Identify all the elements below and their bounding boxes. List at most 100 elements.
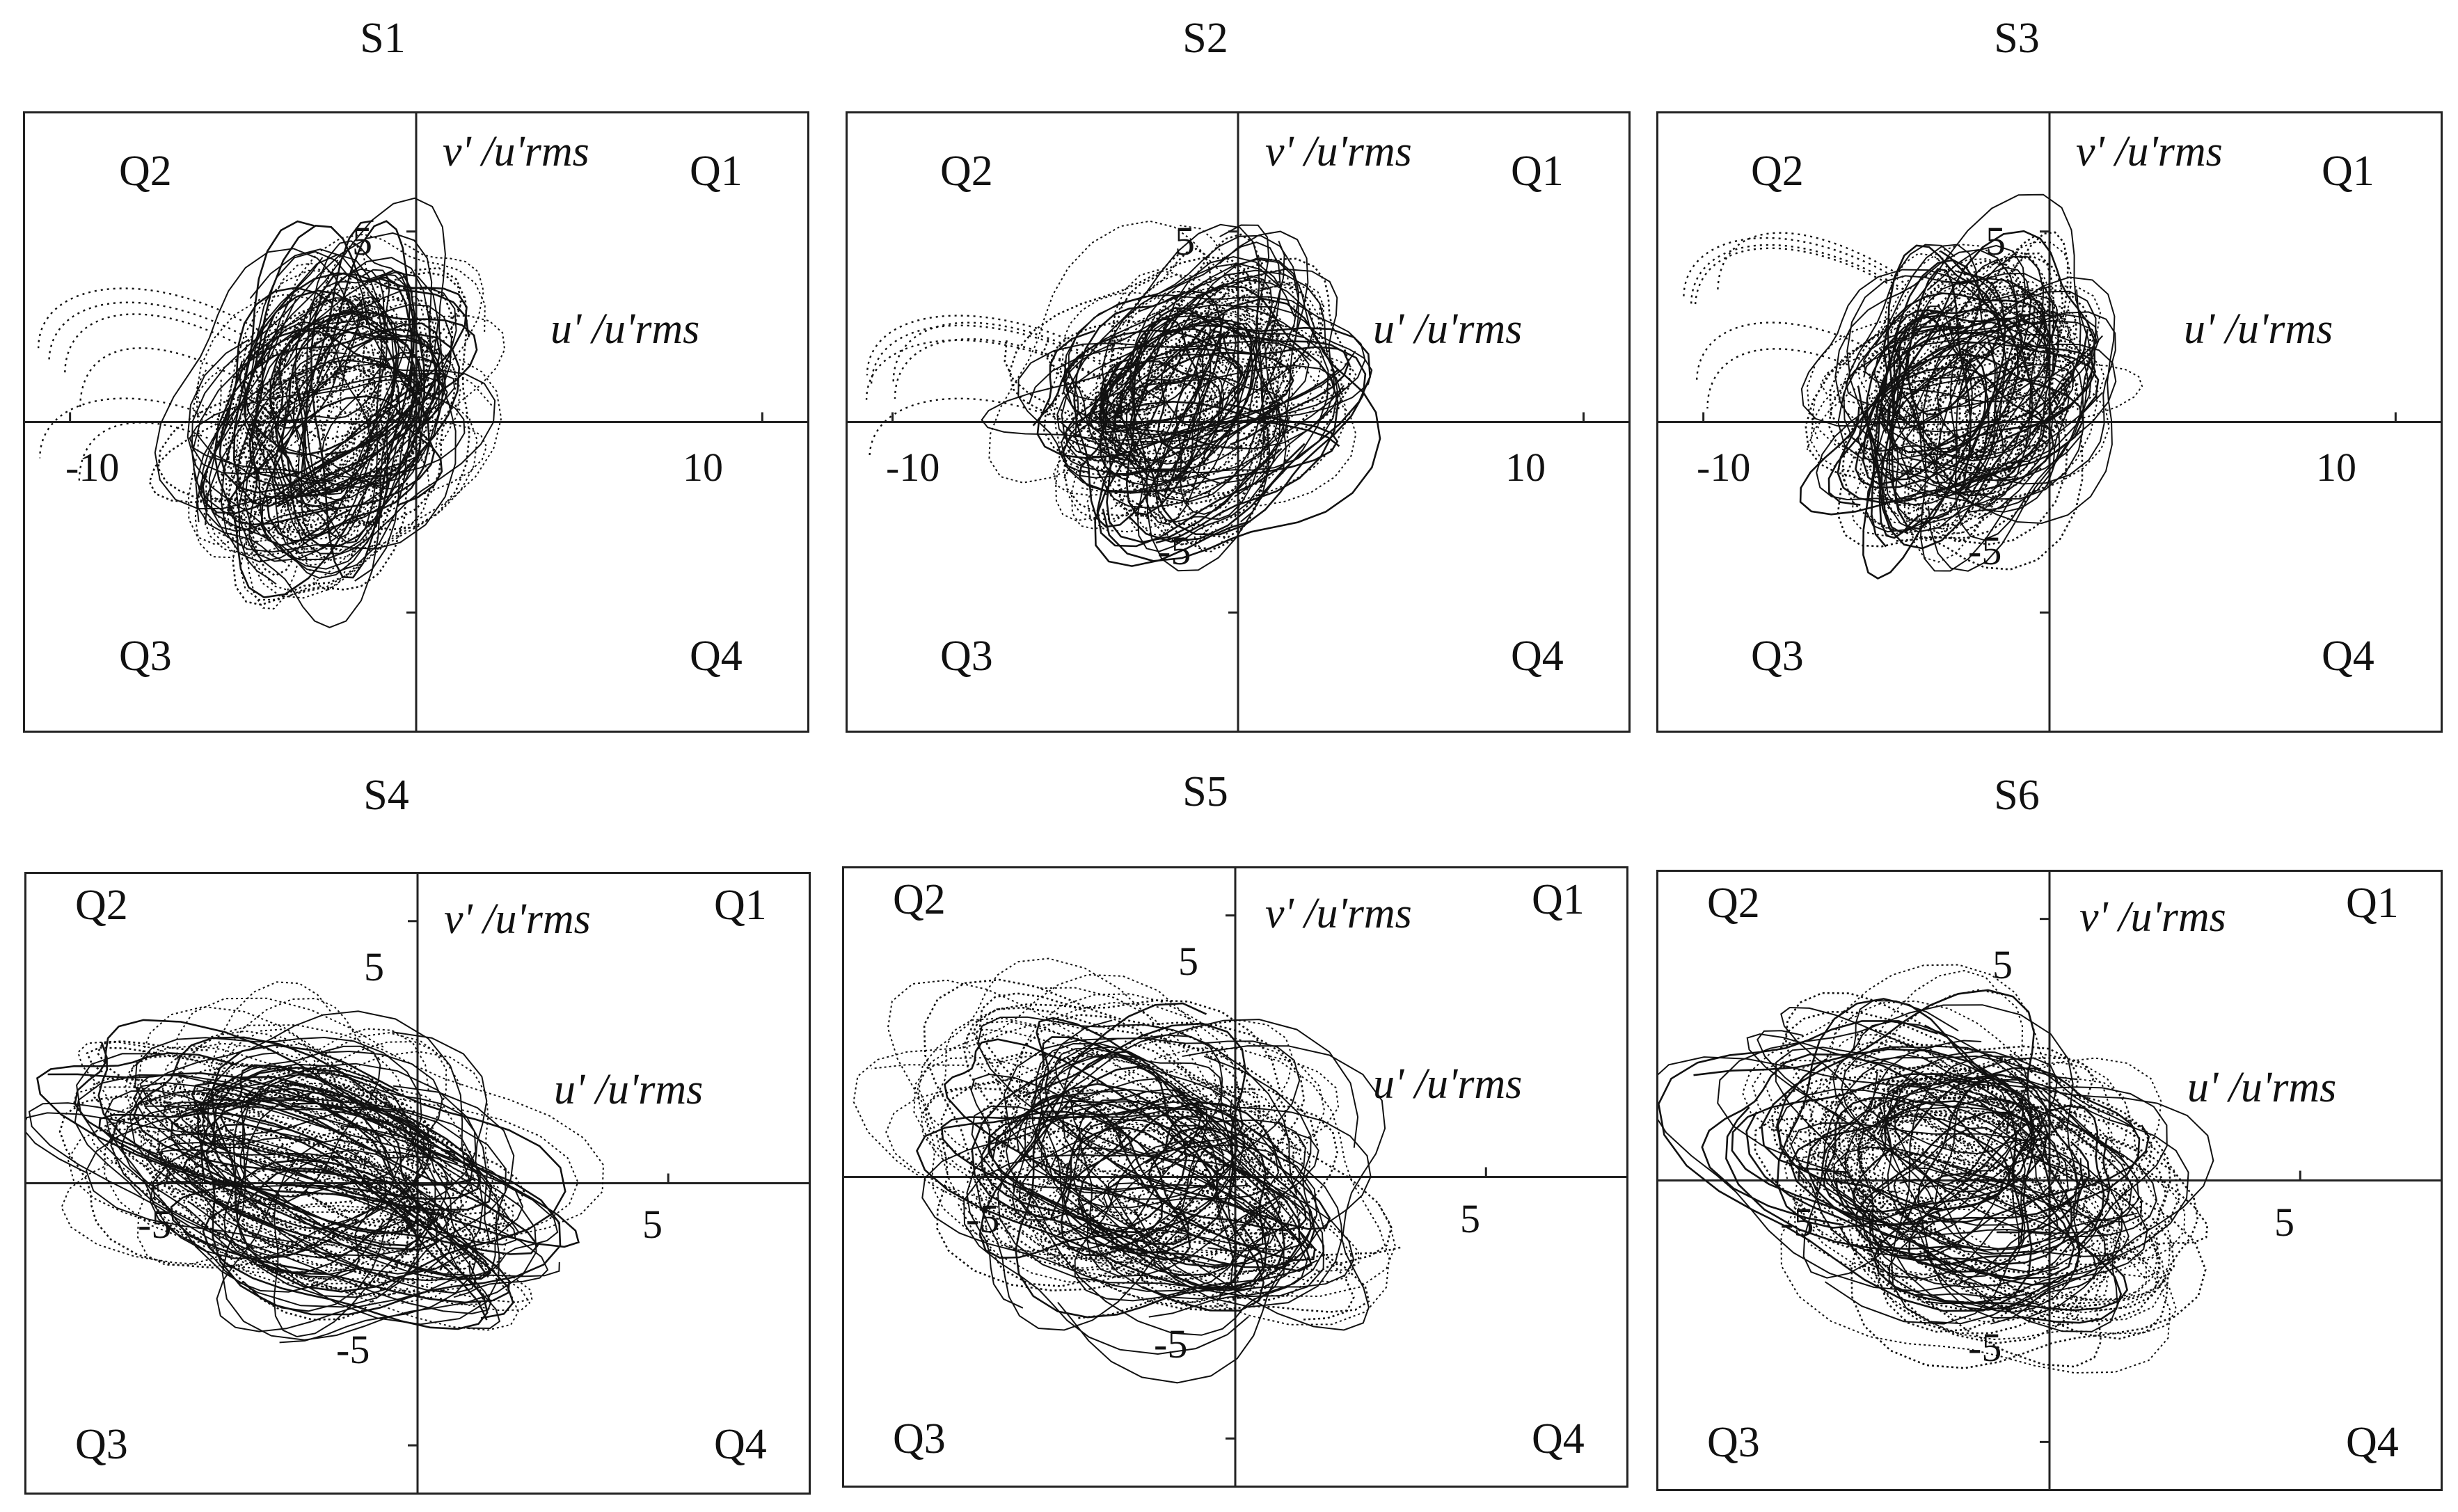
trajectory-loop xyxy=(129,1010,488,1275)
trajectory-loop xyxy=(1919,321,2089,572)
trajectory-loop xyxy=(1011,1019,1294,1234)
trajectory-loop xyxy=(252,351,395,562)
trajectory-loop xyxy=(1173,335,1282,552)
trajectory-loop xyxy=(321,351,422,490)
trajectory-loop xyxy=(204,257,457,553)
trajectory-loop xyxy=(156,1136,477,1294)
trajectory-loop xyxy=(136,1028,367,1266)
panel-s4: Q2 Q1 Q3 Q4 v' /u'rms u' /u'rms -5 5 5 -… xyxy=(24,872,811,1495)
trajectory-loop xyxy=(249,308,502,594)
trajectory-loop xyxy=(205,1146,560,1298)
trajectory-loop xyxy=(1805,260,2026,512)
trajectory-group xyxy=(853,957,1402,1384)
trajectory-loop xyxy=(1806,280,2036,511)
quadrant-q1-label: Q1 xyxy=(690,148,743,195)
trajectory-loop xyxy=(977,1016,1312,1252)
plot-area-s2 xyxy=(848,113,1628,731)
trajectory-loop xyxy=(1908,1104,2111,1267)
panel-s5: Q2 Q1 Q3 Q4 v' /u'rms u' /u'rms -5 5 5 -… xyxy=(842,866,1628,1488)
trajectory-loop xyxy=(1789,1100,2081,1286)
trajectory-excursion xyxy=(869,397,1112,459)
quadrant-q2-label: Q2 xyxy=(1707,880,1760,927)
trajectory-loop xyxy=(1885,305,1973,503)
trajectory-loop xyxy=(1070,331,1357,431)
trajectory-loop xyxy=(244,334,415,582)
trajectory-loop xyxy=(223,1072,477,1273)
trajectory-loop xyxy=(1784,1135,2080,1327)
panel-s3: Q2 Q1 Q3 Q4 v' /u'rms u' /u'rms -10 10 5… xyxy=(1656,111,2443,733)
quadrant-q2-label: Q2 xyxy=(75,882,128,929)
trajectory-loop xyxy=(1837,193,2093,465)
quadrant-q3-label: Q3 xyxy=(119,632,172,680)
trajectory-loop xyxy=(1926,373,2024,518)
quadrant-q3-label: Q3 xyxy=(75,1421,128,1468)
trajectory-loop xyxy=(220,250,425,563)
trajectory-loop xyxy=(1111,269,1279,492)
trajectory-loop xyxy=(269,326,461,548)
trajectory-loop xyxy=(1807,1043,2095,1248)
trajectory-loop xyxy=(285,351,447,501)
trajectory-loop xyxy=(1880,1098,2042,1193)
trajectory-loop xyxy=(193,303,400,570)
y-tick-label: 5 xyxy=(352,218,372,264)
trajectory-loop xyxy=(1101,345,1206,536)
trajectory-group xyxy=(26,981,605,1344)
plot-area-s6 xyxy=(1658,872,2441,1489)
panel-s6: Q2 Q1 Q3 Q4 v' /u'rms u' /u'rms -5 5 5 -… xyxy=(1656,870,2443,1491)
trajectory-loop xyxy=(280,408,488,532)
trajectory-loop xyxy=(1906,352,2143,452)
trajectory-loop xyxy=(168,981,405,1218)
trajectory-loop xyxy=(1062,1089,1372,1291)
trajectory-group xyxy=(1683,193,2143,580)
trajectory-loop xyxy=(921,1100,1237,1302)
trajectory-loop xyxy=(1078,400,1340,494)
trajectory-loop xyxy=(1933,310,2079,439)
trajectory-loop xyxy=(918,957,1287,1227)
trajectory-loop xyxy=(1838,1104,2148,1323)
trajectory-loop xyxy=(1062,1101,1316,1268)
trajectory-loop xyxy=(1862,1127,2026,1278)
trajectory-loop xyxy=(262,233,486,498)
trajectory-loop xyxy=(1097,297,1214,492)
trajectory-loop xyxy=(1096,285,1339,548)
x-tick-label: -10 xyxy=(65,445,120,490)
plot-area-s4 xyxy=(26,874,809,1493)
y-tick-label: 5 xyxy=(1175,218,1195,264)
trajectory-loop xyxy=(1742,964,2088,1190)
trajectory-loop xyxy=(1061,381,1201,486)
trajectory-loop xyxy=(1798,1099,2109,1300)
trajectory-excursion xyxy=(1706,348,1904,409)
trajectory-loop xyxy=(191,232,440,488)
trajectory-loop xyxy=(235,287,461,524)
trajectory-loop xyxy=(1885,1070,2168,1273)
trajectory-loop xyxy=(58,1095,435,1269)
trajectory-loop xyxy=(1880,292,2046,430)
trajectory-loop xyxy=(1926,347,2027,459)
trajectory-loop xyxy=(1843,1104,2171,1321)
trajectory-loop xyxy=(1857,290,2097,500)
trajectory-loop xyxy=(1094,276,1249,497)
trajectory-loop xyxy=(1094,297,1381,567)
trajectory-loop xyxy=(1036,1077,1292,1245)
trajectory-loop xyxy=(1874,1138,2048,1282)
trajectory-loop xyxy=(1845,319,2103,433)
trajectory-loop xyxy=(995,1123,1171,1264)
trajectory-loop xyxy=(1830,1051,2162,1305)
trajectory-loop xyxy=(129,1054,404,1188)
x-tick-label: 10 xyxy=(1505,445,1546,490)
trajectory-loop xyxy=(196,321,371,532)
quadrant-q3-label: Q3 xyxy=(1707,1419,1760,1466)
trajectory-loop xyxy=(1878,1064,2153,1252)
trajectory-loop xyxy=(985,1072,1216,1212)
trajectory-loop xyxy=(1893,318,2023,453)
trajectory-loop xyxy=(1063,332,1269,527)
trajectory-excursion xyxy=(1717,232,1904,293)
trajectory-loop xyxy=(967,1047,1396,1326)
trajectory-loop xyxy=(1746,1030,2059,1236)
panel-title-s3: S3 xyxy=(1994,15,2040,62)
x-axis-label: u' /u'rms xyxy=(1373,305,1523,353)
trajectory-loop xyxy=(210,1044,566,1293)
trajectory-loop xyxy=(1086,326,1357,533)
trajectory-loop xyxy=(1888,1153,2080,1313)
trajectory-loop xyxy=(36,1052,438,1251)
